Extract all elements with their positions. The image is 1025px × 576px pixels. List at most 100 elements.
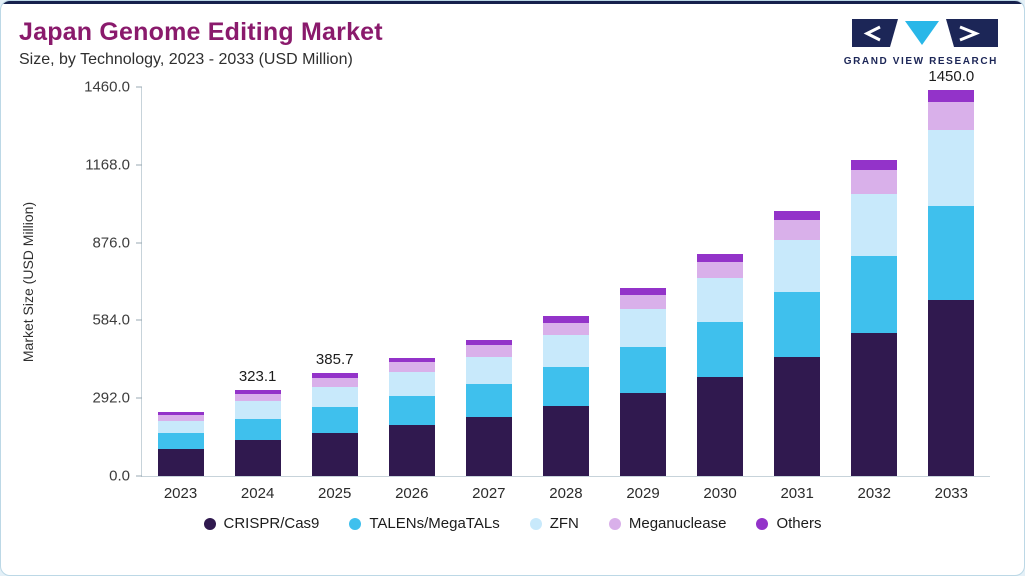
bar-column-2023: 2023 bbox=[157, 87, 204, 502]
legend-label: Meganuclease bbox=[628, 515, 727, 532]
legend-label: CRISPR/Cas9 bbox=[223, 515, 320, 532]
bar-column-2031: 2031 bbox=[774, 87, 821, 502]
bar-column-2030: 2030 bbox=[697, 87, 744, 502]
bar-segment bbox=[311, 432, 358, 476]
y-axis-tick: 584.0 bbox=[92, 312, 142, 329]
bar-segment bbox=[774, 292, 821, 358]
bar-segment bbox=[620, 294, 666, 310]
bar-segment bbox=[928, 300, 975, 476]
y-axis-title-wrap: Market Size (USD Million) bbox=[15, 87, 41, 477]
bar-segment bbox=[774, 357, 821, 476]
bar-segment bbox=[388, 425, 435, 476]
y-tick-mark bbox=[136, 475, 142, 477]
bar-segment bbox=[311, 377, 358, 387]
bar-segment bbox=[620, 393, 666, 476]
bar-segment bbox=[388, 362, 435, 373]
bar-segment bbox=[851, 333, 898, 476]
y-tick-mark bbox=[136, 86, 142, 88]
bar-segment bbox=[697, 261, 744, 279]
bar-segment bbox=[234, 401, 281, 419]
bar-segment bbox=[157, 412, 204, 416]
x-axis-label: 2023 bbox=[163, 485, 198, 502]
bar-segment bbox=[388, 372, 435, 397]
bar-column-2032: 2032 bbox=[851, 87, 898, 502]
x-axis-label: 2033 bbox=[934, 485, 968, 502]
chart: Market Size (USD Million) 0.0 292.0 584.0 8… bbox=[15, 68, 990, 502]
bar-segment bbox=[465, 417, 512, 476]
bar-segment bbox=[928, 89, 975, 102]
y-axis-tick: 1168.0 bbox=[85, 156, 142, 173]
y-tick-label: 0.0 bbox=[109, 467, 130, 485]
x-axis-label: 2025 bbox=[318, 485, 352, 502]
x-axis-label: 2027 bbox=[472, 485, 506, 502]
y-tick-mark bbox=[136, 319, 142, 321]
bar-segment bbox=[311, 386, 358, 408]
title-block: Japan Genome Editing Market Size, by Tec… bbox=[19, 18, 383, 69]
bar-segment bbox=[465, 340, 512, 346]
legend-label: Others bbox=[776, 515, 822, 532]
grand-view-research-logo-icon bbox=[852, 19, 998, 47]
y-tick-label: 584.0 bbox=[92, 311, 130, 329]
y-tick-label: 1460.0 bbox=[84, 78, 130, 96]
bar-column-2033: 1450.0 2033 bbox=[928, 68, 975, 502]
bar-segment bbox=[697, 377, 744, 476]
bar-segment bbox=[928, 129, 975, 206]
legend-label: TALENs/MegaTALs bbox=[369, 515, 500, 532]
legend: CRISPR/Cas9 TALENs/MegaTALs ZFN Meganucleas… bbox=[1, 515, 1024, 532]
plot-area: 0.0 292.0 584.0 876.0 1168.0 1460.0 2023 323.1 2… bbox=[84, 68, 990, 502]
bar-segment bbox=[234, 418, 281, 441]
bar-segment bbox=[234, 389, 281, 394]
bar-segment bbox=[465, 356, 512, 384]
legend-item: Others bbox=[756, 515, 821, 532]
y-tick-label: 1168.0 bbox=[85, 156, 130, 174]
legend-dot-icon bbox=[529, 517, 542, 530]
y-axis-tick: 876.0 bbox=[92, 234, 142, 251]
top-accent-bar bbox=[1, 1, 1024, 4]
bar-segment bbox=[465, 345, 512, 357]
bar-value-label: 385.7 bbox=[315, 351, 354, 369]
y-axis-tick: 0.0 bbox=[109, 468, 142, 485]
bar-segment bbox=[157, 433, 204, 450]
bar-segment bbox=[620, 288, 666, 295]
bar-segment bbox=[851, 256, 898, 334]
x-axis-label: 2026 bbox=[395, 485, 429, 502]
legend-dot-icon bbox=[608, 517, 621, 530]
bar-segment bbox=[542, 366, 589, 407]
bar-segment bbox=[928, 205, 975, 301]
y-axis-title: Market Size (USD Million) bbox=[20, 201, 36, 363]
bar-column-2025: 385.7 2025 bbox=[311, 87, 358, 502]
bar-segment bbox=[542, 406, 589, 476]
bar-segment bbox=[697, 253, 744, 262]
legend-item: Meganuclease bbox=[608, 515, 727, 532]
bar-segment bbox=[311, 373, 358, 378]
bar-segment bbox=[851, 193, 898, 257]
x-axis-label: 2029 bbox=[626, 485, 660, 502]
x-axis-label: 2032 bbox=[857, 485, 891, 502]
bar-value-label: 323.1 bbox=[238, 367, 277, 385]
y-tick-mark bbox=[136, 397, 142, 399]
plot-wrap: 0.0 292.0 584.0 876.0 1168.0 1460.0 2023 323.1 2… bbox=[41, 68, 990, 502]
bar-segment bbox=[774, 220, 821, 241]
y-axis-tick: 1460.0 bbox=[84, 79, 142, 96]
bar-segment bbox=[928, 101, 975, 130]
bar-column-2029: 2029 bbox=[620, 87, 666, 502]
bar-segment bbox=[542, 322, 589, 336]
bar-segment bbox=[697, 278, 744, 323]
bar-segment bbox=[157, 420, 204, 434]
x-axis-label: 2031 bbox=[780, 485, 814, 502]
bar-segment bbox=[388, 357, 435, 363]
header: Japan Genome Editing Market Size, by Tec… bbox=[1, 4, 1024, 73]
bar-segment bbox=[157, 449, 204, 476]
legend-item: TALENs/MegaTALs bbox=[349, 515, 500, 532]
bar-segment bbox=[234, 393, 281, 402]
bar-column-2028: 2028 bbox=[542, 87, 589, 502]
y-tick-mark bbox=[136, 164, 142, 166]
bar-segment bbox=[542, 316, 589, 323]
y-tick-label: 876.0 bbox=[92, 234, 130, 252]
bar-segment bbox=[234, 440, 281, 476]
brand-name: GRAND VIEW RESEARCH bbox=[843, 56, 998, 67]
bar-segment bbox=[774, 240, 821, 293]
legend-dot-icon bbox=[756, 517, 769, 530]
y-tick-mark bbox=[136, 242, 142, 244]
